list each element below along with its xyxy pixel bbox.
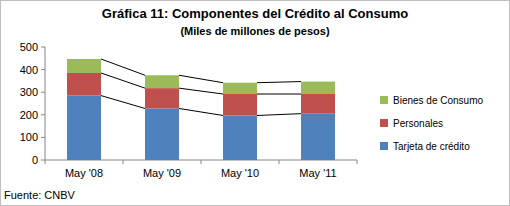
bar-segment xyxy=(223,115,257,160)
x-tick xyxy=(357,160,358,164)
y-tick-label: 300 xyxy=(20,86,38,98)
subtitle: (Miles de millones de pesos) xyxy=(180,25,329,37)
x-tick xyxy=(279,160,280,164)
series-line xyxy=(101,59,145,75)
y-tick-label: 0 xyxy=(32,154,38,166)
chart-root: Gráfica 11: Componentes del Crédito al C… xyxy=(0,0,510,206)
bar-segment xyxy=(223,94,257,115)
y-tick-label: 200 xyxy=(20,109,38,121)
x-tick xyxy=(123,160,124,164)
y-tick xyxy=(41,114,45,115)
y-tick xyxy=(41,92,45,93)
series-line xyxy=(179,108,223,115)
legend-swatch xyxy=(380,96,388,104)
y-tick xyxy=(41,69,45,70)
x-tick-label: May '10 xyxy=(221,167,259,179)
y-tick xyxy=(41,47,45,48)
series-line xyxy=(179,88,223,94)
y-axis xyxy=(45,47,46,160)
bar-segment xyxy=(67,59,101,73)
bar-segment xyxy=(67,73,101,96)
frame xyxy=(1,1,510,206)
x-tick-label: May '09 xyxy=(143,167,181,179)
legend-swatch xyxy=(380,119,388,127)
series-line xyxy=(257,94,301,95)
bar-segment xyxy=(67,96,101,160)
y-tick xyxy=(41,160,45,161)
bar-segment xyxy=(145,88,179,108)
x-tick xyxy=(201,160,202,164)
series-line xyxy=(101,96,145,109)
legend-label: Bienes de Consumo xyxy=(393,95,483,106)
bar-segment xyxy=(301,82,335,94)
series-line xyxy=(257,82,301,83)
x-tick xyxy=(45,160,46,164)
bar-segment xyxy=(145,108,179,160)
bar-segment xyxy=(145,75,179,88)
plot-area xyxy=(67,59,335,160)
title: Gráfica 11: Componentes del Crédito al C… xyxy=(102,6,408,21)
series-line xyxy=(101,73,145,88)
legend-label: Personales xyxy=(393,118,443,129)
legend-label: Tarjeta de crédito xyxy=(393,141,470,152)
bar-segment xyxy=(301,94,335,114)
y-tick-label: 400 xyxy=(20,64,38,76)
series-line xyxy=(257,114,301,116)
y-tick xyxy=(41,137,45,138)
series-line xyxy=(179,75,223,82)
source-note: Fuente: CNBV xyxy=(4,189,76,201)
x-tick-label: May '08 xyxy=(65,167,103,179)
chart: Gráfica 11: Componentes del Crédito al C… xyxy=(0,0,510,206)
bar-segment xyxy=(301,114,335,160)
x-tick-label: May '11 xyxy=(299,167,336,179)
legend-swatch xyxy=(380,142,388,150)
bar-segment xyxy=(223,83,257,94)
y-tick-label: 100 xyxy=(20,131,38,143)
y-tick-label: 500 xyxy=(20,41,38,53)
